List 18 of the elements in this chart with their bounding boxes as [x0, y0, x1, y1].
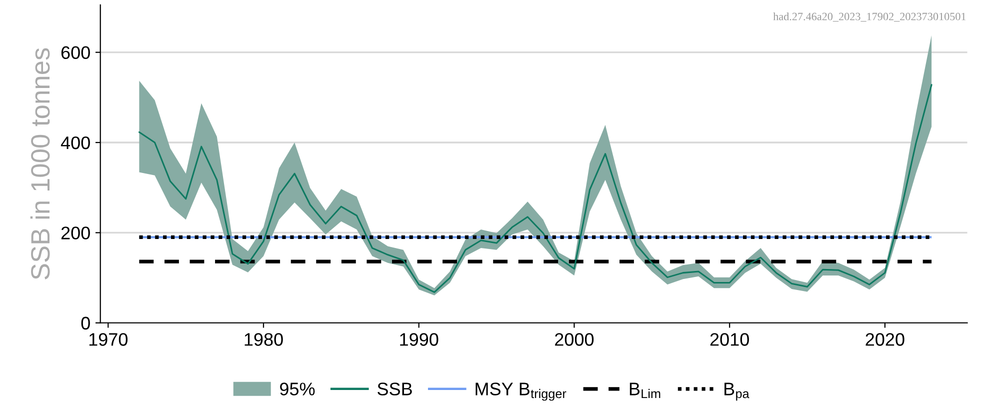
x-tick-label: 1970: [89, 333, 128, 346]
legend-label: B$_{pa}$: [724, 382, 750, 401]
legend-label: SSB: [378, 382, 412, 396]
y-tick-label: 600: [61, 46, 90, 60]
annotation: had.27.46a20_2023_17902_202373010501: [773, 12, 966, 22]
x-tick-label: 2000: [555, 333, 594, 346]
x-tick-label: 1980: [244, 333, 283, 346]
line-series: [138, 84, 932, 293]
x-tick-label: 2020: [866, 333, 904, 346]
x-tick-label: 2010: [710, 333, 749, 346]
legend-label: MSY B$_{trigger}$: [476, 382, 566, 401]
legend-label: B$_{Lim}$: [630, 382, 660, 398]
y-tick-label: 200: [61, 226, 90, 240]
y-tick-label: 400: [60, 136, 90, 150]
text: 95%: [280, 382, 315, 396]
x-tick-label: 1990: [400, 333, 438, 346]
y-axis-title: SSB in 1000 tonnes: [30, 48, 50, 280]
y-tick-label: 0: [81, 316, 90, 330]
